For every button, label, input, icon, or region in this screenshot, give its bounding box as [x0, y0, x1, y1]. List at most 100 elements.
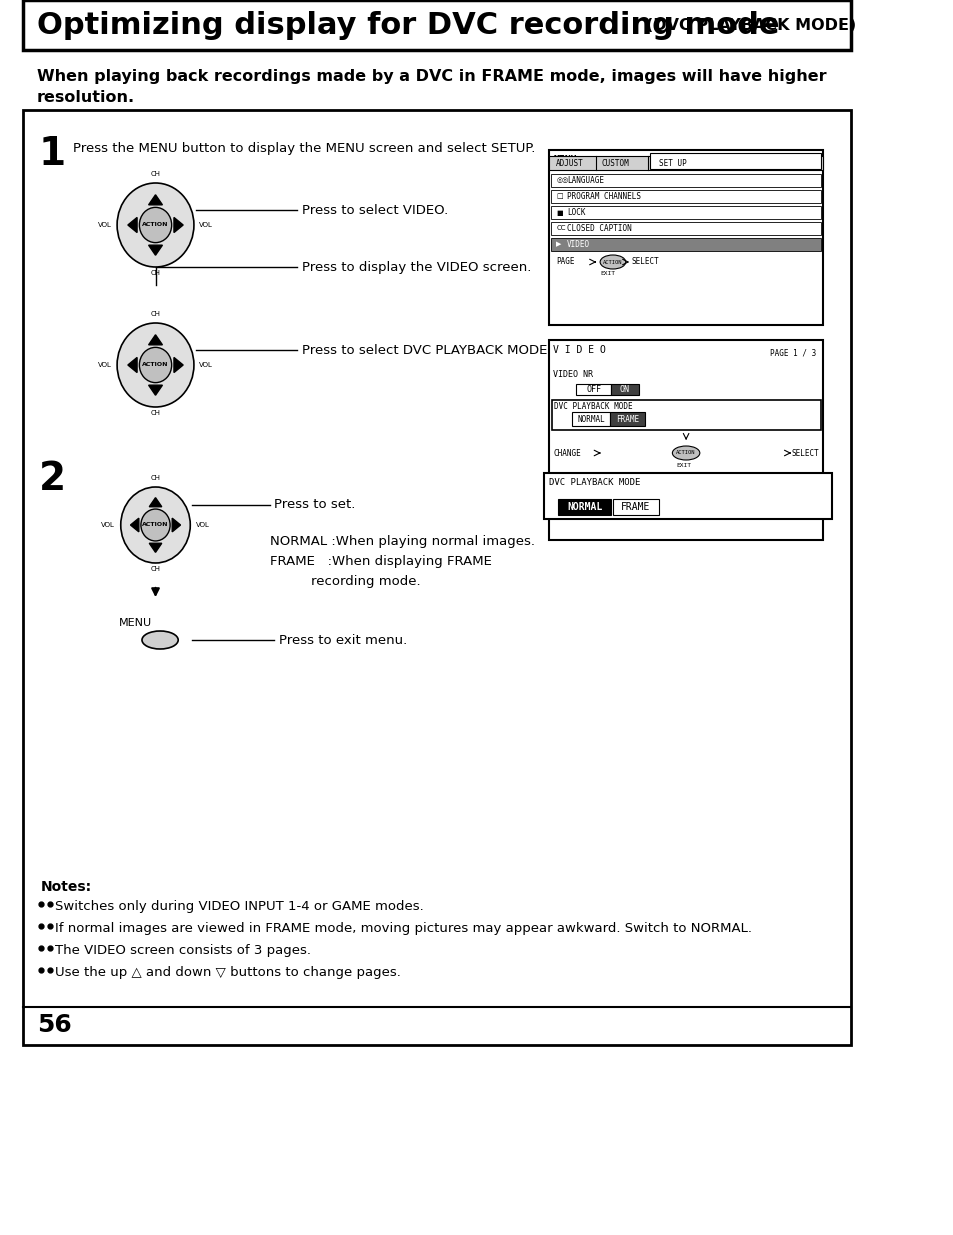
Text: Use the up △ and down ▽ buttons to change pages.: Use the up △ and down ▽ buttons to chang…: [55, 966, 400, 979]
Bar: [23, 110, 850, 1045]
Text: CH: CH: [151, 270, 160, 275]
Text: ▶: ▶: [556, 242, 561, 247]
Text: Press to set.: Press to set.: [274, 499, 355, 511]
Text: VIDEO: VIDEO: [567, 240, 590, 249]
Text: MENU: MENU: [119, 618, 152, 629]
Bar: [611, 384, 638, 395]
Text: ON: ON: [619, 385, 629, 394]
Circle shape: [141, 509, 170, 541]
Text: CH: CH: [151, 566, 160, 572]
Text: Optimizing display for DVC recording mode: Optimizing display for DVC recording mod…: [36, 11, 779, 40]
Bar: [558, 499, 611, 515]
Text: CH: CH: [151, 475, 160, 480]
Circle shape: [121, 487, 190, 563]
Text: LANGUAGE: LANGUAGE: [567, 177, 603, 185]
Text: CLOSED CAPTION: CLOSED CAPTION: [567, 224, 631, 233]
Text: DVC PLAYBACK MODE: DVC PLAYBACK MODE: [554, 403, 633, 411]
Text: ■: ■: [556, 210, 562, 215]
Text: OFF: OFF: [585, 385, 600, 394]
Text: DVC PLAYBACK MODE: DVC PLAYBACK MODE: [548, 478, 639, 487]
Polygon shape: [173, 357, 183, 373]
Text: Switches only during VIDEO INPUT 1-4 or GAME modes.: Switches only during VIDEO INPUT 1-4 or …: [55, 900, 423, 913]
Polygon shape: [172, 519, 180, 532]
Ellipse shape: [142, 631, 178, 650]
Text: MENU: MENU: [553, 156, 577, 165]
Bar: [550, 206, 821, 219]
Text: Press to select DVC PLAYBACK MODE.: Press to select DVC PLAYBACK MODE.: [301, 343, 551, 357]
Text: VIDEO NR: VIDEO NR: [553, 370, 593, 379]
Bar: [548, 156, 822, 170]
Text: ACTION: ACTION: [142, 222, 169, 227]
Text: PAGE: PAGE: [556, 258, 574, 267]
Text: CH: CH: [151, 410, 160, 416]
Text: Notes:: Notes:: [41, 881, 92, 894]
Text: VOL: VOL: [97, 222, 112, 228]
Text: ACTION: ACTION: [676, 451, 695, 456]
Text: Press to exit menu.: Press to exit menu.: [278, 634, 407, 646]
Circle shape: [117, 324, 193, 408]
Text: ACTION: ACTION: [142, 522, 169, 527]
Polygon shape: [131, 519, 139, 532]
Text: NORMAL: NORMAL: [566, 501, 601, 513]
Bar: [548, 149, 822, 325]
Polygon shape: [173, 217, 183, 232]
Text: Press to select VIDEO.: Press to select VIDEO.: [301, 204, 448, 216]
Text: CH: CH: [151, 311, 160, 317]
Bar: [550, 174, 821, 186]
Polygon shape: [149, 498, 162, 506]
Circle shape: [139, 347, 172, 383]
Text: FRAME: FRAME: [616, 415, 639, 424]
Bar: [576, 384, 611, 395]
Text: Press the MENU button to display the MENU screen and select SETUP.: Press the MENU button to display the MEN…: [73, 142, 535, 156]
Text: CUSTOM: CUSTOM: [601, 158, 629, 168]
Bar: [23, 0, 850, 49]
Ellipse shape: [672, 446, 700, 459]
Text: PROGRAM CHANNELS: PROGRAM CHANNELS: [567, 191, 640, 201]
Bar: [612, 499, 658, 515]
Text: V I D E O: V I D E O: [553, 345, 606, 354]
Text: LOCK: LOCK: [567, 207, 585, 217]
Text: The VIDEO screen consists of 3 pages.: The VIDEO screen consists of 3 pages.: [55, 944, 311, 957]
Text: PAGE 1 / 3: PAGE 1 / 3: [769, 348, 815, 357]
Polygon shape: [128, 357, 137, 373]
Text: SELECT: SELECT: [631, 258, 659, 267]
Text: EXIT: EXIT: [676, 463, 691, 468]
Text: ACTION: ACTION: [602, 259, 622, 264]
Text: resolution.: resolution.: [36, 89, 134, 105]
Bar: [548, 340, 822, 540]
Polygon shape: [149, 335, 162, 345]
Text: 56: 56: [36, 1013, 71, 1037]
Text: 2: 2: [38, 459, 66, 498]
Bar: [649, 153, 821, 169]
Text: NORMAL :When playing normal images.: NORMAL :When playing normal images.: [270, 535, 535, 548]
Text: □: □: [556, 194, 562, 200]
Bar: [571, 412, 610, 426]
Bar: [544, 473, 832, 519]
Bar: [550, 222, 821, 235]
Text: VOL: VOL: [195, 522, 210, 529]
Circle shape: [117, 183, 193, 267]
Polygon shape: [149, 195, 162, 205]
Text: If normal images are viewed in FRAME mode, moving pictures may appear awkward. S: If normal images are viewed in FRAME mod…: [55, 923, 751, 935]
Text: Press to display the VIDEO screen.: Press to display the VIDEO screen.: [301, 261, 531, 273]
Polygon shape: [149, 543, 162, 552]
Text: 1: 1: [38, 135, 66, 173]
Text: SET UP: SET UP: [658, 158, 685, 168]
Text: VOL: VOL: [97, 362, 112, 368]
Text: ◎◎: ◎◎: [556, 178, 568, 184]
Text: FRAME   :When displaying FRAME: FRAME :When displaying FRAME: [270, 555, 491, 568]
Text: CC: CC: [556, 226, 565, 231]
Circle shape: [139, 207, 172, 242]
Text: CH: CH: [151, 170, 160, 177]
Text: FRAME: FRAME: [620, 501, 650, 513]
Bar: [550, 238, 821, 251]
Polygon shape: [149, 246, 162, 256]
Text: ACTION: ACTION: [142, 363, 169, 368]
Bar: [551, 400, 820, 430]
Text: SELECT: SELECT: [790, 448, 818, 457]
Text: VOL: VOL: [199, 362, 213, 368]
Text: CHANGE: CHANGE: [553, 448, 580, 457]
Ellipse shape: [599, 254, 625, 269]
Text: VOL: VOL: [199, 222, 213, 228]
Text: ADJUST: ADJUST: [556, 158, 583, 168]
